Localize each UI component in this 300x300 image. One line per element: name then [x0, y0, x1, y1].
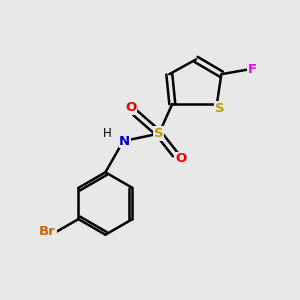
- Text: S: S: [154, 127, 164, 140]
- Text: O: O: [125, 101, 136, 114]
- Text: F: F: [248, 63, 256, 76]
- Text: Br: Br: [39, 225, 56, 238]
- Text: N: N: [119, 135, 130, 148]
- Text: S: S: [215, 102, 225, 115]
- Text: O: O: [175, 152, 186, 165]
- Text: H: H: [103, 127, 111, 140]
